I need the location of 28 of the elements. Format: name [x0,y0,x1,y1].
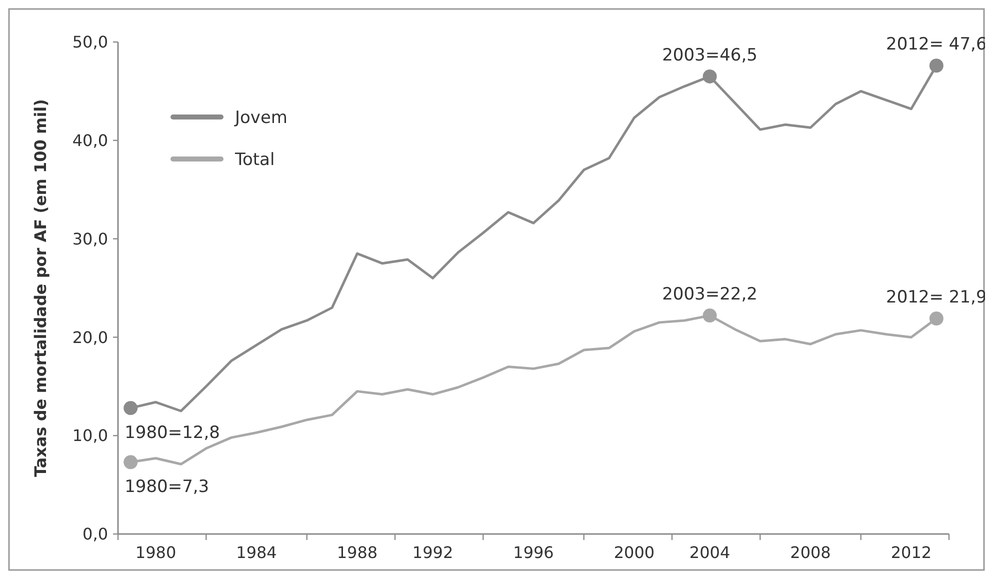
annotation: 2003=22,2 [662,284,758,305]
annotation: 1980=7,3 [124,477,210,498]
y-tick-label: 30,0 [72,229,108,248]
point [702,308,717,323]
y-axis-title: Taxas de mortalidade por AF (em 100 mil) [31,99,50,477]
x-tick-label: 1984 [236,543,277,562]
x-tick-label: 1980 [135,543,176,562]
annotation: 1980=12,8 [124,423,220,444]
x-tick-label: 2008 [790,543,831,562]
legend-label: Total [234,150,275,170]
y-tick-label: 10,0 [72,426,108,446]
annotation: 2003=46,5 [662,45,758,66]
x-tick-label: 2004 [689,543,730,562]
legend-label: Jovem [234,108,288,128]
point [929,312,944,326]
point [124,401,138,416]
point [124,455,138,470]
x-tick-label: 1996 [513,543,554,562]
point [702,69,717,84]
x-tick-label: 1992 [412,543,454,562]
point [929,58,944,73]
x-tick-label: 1988 [336,543,378,562]
y-tick-label: 20,0 [72,328,108,347]
x-tick-label: 2000 [614,543,655,562]
y-tick-label: 50,0 [72,32,108,52]
y-tick-label: 0,0 [82,524,108,544]
x-tick-label: 2012 [890,543,932,562]
y-tick-label: 40,0 [72,131,108,150]
